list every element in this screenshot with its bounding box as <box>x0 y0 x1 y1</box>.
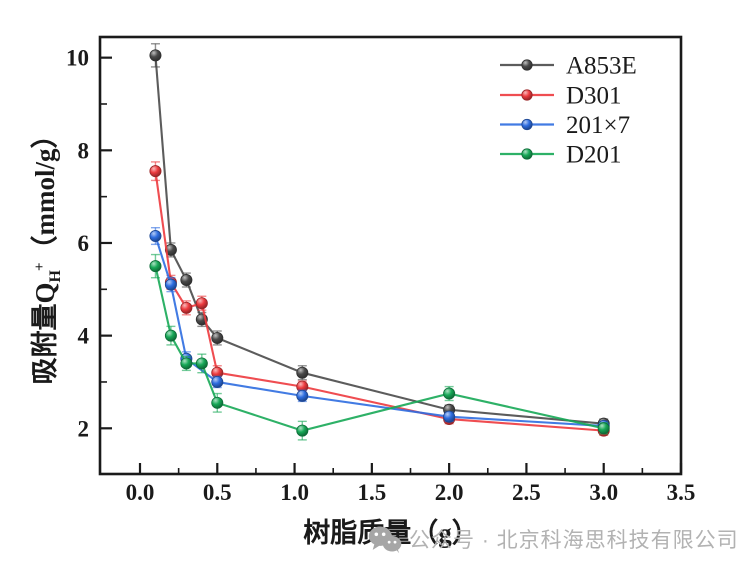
legend-item-D201: D201 <box>500 142 622 169</box>
legend-marker <box>521 148 533 160</box>
data-point-marker <box>180 274 193 287</box>
y-tick-label: 6 <box>78 231 90 256</box>
data-point-marker <box>296 424 309 437</box>
data-point-marker <box>149 260 162 273</box>
x-tick-label: 0.0 <box>126 480 155 505</box>
y-axis-title: 吸附量QH+（mmol/g） <box>23 121 65 384</box>
data-point-marker <box>149 49 162 62</box>
data-point-marker <box>164 243 177 256</box>
y-axis-title-text: 吸附量Q <box>29 282 60 385</box>
legend-label: 201×7 <box>566 112 630 139</box>
legend-marker <box>521 89 533 101</box>
x-tick-label: 2.0 <box>435 480 464 505</box>
data-point-marker <box>597 422 610 435</box>
x-tick-label: 2.5 <box>512 480 541 505</box>
data-point-marker <box>164 278 177 291</box>
y-axis-title-subscript: H <box>47 270 65 283</box>
data-point-marker <box>211 396 224 409</box>
series-line <box>154 55 604 425</box>
legend-item-A853E: A853E <box>500 53 637 80</box>
data-point-marker <box>149 165 162 178</box>
data-point-marker <box>195 357 208 370</box>
x-tick-label: 3.5 <box>667 480 696 505</box>
data-point-marker <box>296 389 309 402</box>
y-tick-label: 10 <box>66 46 89 71</box>
legend-marker <box>521 59 533 71</box>
data-point-marker <box>443 387 456 400</box>
data-point-marker <box>149 230 162 243</box>
data-point-marker <box>211 331 224 344</box>
plot-frame <box>98 35 683 476</box>
y-axis-title-superscript: + <box>31 262 48 272</box>
legend-item-D301: D301 <box>500 83 622 110</box>
data-point-marker <box>296 366 309 379</box>
y-tick-label: 2 <box>78 416 90 441</box>
data-point-marker <box>443 410 456 423</box>
x-tick-label: 1.0 <box>280 480 309 505</box>
legend-label: A853E <box>566 53 637 80</box>
data-point-marker <box>195 297 208 310</box>
y-tick-label: 4 <box>78 324 90 349</box>
data-point-marker <box>211 375 224 388</box>
x-tick-label: 3.0 <box>589 480 618 505</box>
series-D201 <box>149 253 610 441</box>
x-tick-label: 1.5 <box>357 480 386 505</box>
x-axis-title: 树脂质量（g） <box>303 518 479 548</box>
series-D301 <box>149 161 610 437</box>
legend-label: D301 <box>566 83 622 110</box>
x-tick-label: 0.5 <box>203 480 232 505</box>
data-point-marker <box>180 301 193 314</box>
legend-item-201×7: 201×7 <box>500 112 630 139</box>
data-point-marker <box>180 357 193 370</box>
series-line <box>154 235 604 428</box>
y-axis-title-units: （mmol/g） <box>29 121 60 263</box>
y-tick-label: 8 <box>78 138 90 163</box>
legend-marker <box>521 118 533 131</box>
legend-label: D201 <box>566 142 622 169</box>
data-point-marker <box>164 329 177 342</box>
